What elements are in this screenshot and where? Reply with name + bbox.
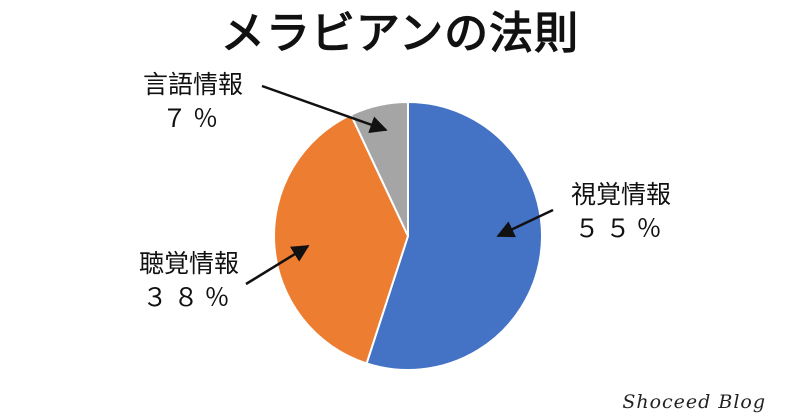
arrow-shikaku bbox=[496, 208, 554, 238]
slice-label-choukaku: 聴覚情報 ３８％ bbox=[124, 247, 254, 315]
pie-slice-gengo bbox=[349, 100, 409, 237]
arrow-gengo bbox=[261, 84, 388, 133]
slice-label-shikaku: 視覚情報 ５５％ bbox=[556, 178, 686, 246]
slice-value-shikaku: ５５％ bbox=[574, 214, 668, 243]
pie-slice-choukaku bbox=[273, 113, 410, 365]
slice-value-gengo: ７％ bbox=[161, 104, 224, 133]
slice-name-shikaku: 視覚情報 bbox=[570, 180, 671, 209]
pie-slice-shikaku bbox=[365, 100, 543, 371]
blog-watermark: Shoceed Blog bbox=[622, 391, 766, 413]
arrow-choukaku bbox=[245, 244, 310, 286]
slice-value-choukaku: ３８％ bbox=[142, 283, 236, 312]
slice-name-choukaku: 聴覚情報 bbox=[138, 249, 239, 278]
chart-title: メラビアンの法則 bbox=[220, 8, 580, 59]
slice-label-gengo: 言語情報 ７％ bbox=[128, 68, 258, 136]
slice-name-gengo: 言語情報 bbox=[142, 70, 243, 99]
